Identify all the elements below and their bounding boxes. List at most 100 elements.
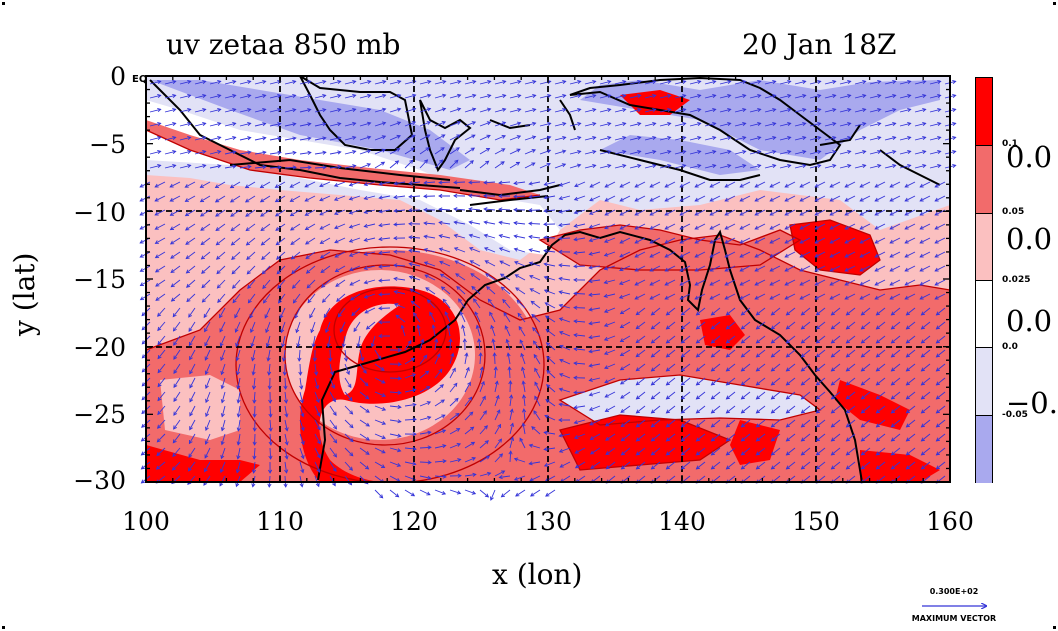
wind-vector: [794, 122, 806, 127]
wind-vector-head: [363, 196, 368, 201]
wind-vector: [621, 447, 631, 456]
wind-vector: [284, 461, 288, 473]
wind-vector: [434, 489, 446, 495]
wind-vector: [681, 377, 691, 386]
wind-vector-head: [216, 270, 221, 275]
wind-vector-head: [875, 409, 880, 414]
wind-vector: [424, 181, 436, 184]
wind-vector: [629, 150, 641, 155]
wind-vector-head: [363, 223, 368, 228]
wind-vector-head: [515, 161, 521, 166]
wind-vector: [304, 181, 316, 188]
wind-vector: [741, 447, 751, 456]
wind-vector: [741, 391, 751, 400]
wind-vector: [200, 209, 211, 217]
wind-vector-head: [507, 366, 512, 371]
wind-vector-head: [847, 80, 852, 85]
wind-vector: [569, 136, 581, 141]
wind-vector-head: [875, 423, 880, 428]
wind-vector: [164, 164, 176, 169]
wind-vector-head: [679, 211, 684, 216]
wind-vector: [434, 429, 446, 435]
wind-vector: [689, 122, 701, 127]
wind-vector: [696, 447, 706, 456]
wind-vector: [201, 265, 211, 274]
wind-vector-head: [517, 94, 522, 99]
wind-vector: [351, 307, 361, 316]
wind-vector-head: [454, 159, 459, 164]
wind-vector: [236, 349, 241, 361]
wind-vector: [170, 251, 181, 259]
wind-vector-head: [874, 211, 879, 216]
wind-vector: [884, 122, 896, 127]
wind-vector-head: [603, 293, 608, 298]
wind-vector: [666, 447, 676, 456]
wind-vector: [409, 236, 421, 239]
wind-vector: [283, 349, 286, 361]
wind-vector: [724, 265, 736, 272]
wind-vector: [462, 325, 466, 337]
wind-vector: [936, 447, 946, 456]
wind-vector: [709, 251, 721, 258]
wind-vector-head: [935, 353, 940, 358]
wind-vector: [726, 307, 736, 316]
wind-vector-head: [573, 347, 578, 352]
wind-vector-head: [516, 135, 522, 140]
colorbar-large-label: 0.0: [1006, 304, 1053, 338]
wind-vector: [809, 108, 821, 113]
wind-vector-head: [412, 432, 417, 437]
wind-vector-head: [875, 395, 880, 400]
wind-vector: [488, 298, 496, 309]
wind-vector: [224, 80, 236, 85]
wind-vector-head: [276, 270, 281, 275]
wind-vector-head: [534, 367, 538, 372]
wind-vector: [906, 461, 916, 470]
wind-vector: [724, 279, 736, 286]
wind-vector-head: [520, 352, 525, 358]
wind-vector-head: [769, 253, 774, 258]
wind-vector-head: [712, 122, 717, 127]
wind-vector: [919, 223, 931, 230]
wind-vector: [696, 461, 706, 470]
wind-vector-head: [251, 483, 256, 488]
wind-vector-head: [513, 247, 519, 252]
wind-vector: [449, 383, 458, 393]
wind-vector: [859, 237, 871, 244]
wind-vector: [801, 461, 811, 470]
wind-vector-head: [412, 417, 417, 422]
wind-vector: [344, 80, 356, 85]
wind-vector-head: [438, 234, 443, 239]
wind-vector: [269, 151, 281, 155]
wind-vector-head: [577, 80, 582, 85]
wind-vector: [629, 136, 641, 141]
wind-vector: [189, 419, 196, 430]
wind-vector: [629, 122, 641, 127]
wind-vector-head: [605, 451, 610, 456]
wind-vector: [389, 80, 401, 85]
wind-vector-head: [531, 426, 536, 431]
wind-vector: [353, 321, 361, 332]
wind-vector-head: [440, 399, 445, 404]
wind-vector-head: [832, 94, 837, 99]
wind-vector: [876, 419, 886, 428]
wind-vector: [614, 136, 626, 141]
wind-vector-head: [787, 80, 792, 85]
wind-vector: [884, 94, 896, 99]
wind-vector: [305, 195, 316, 202]
wind-vector-head: [184, 212, 190, 217]
wind-vector-head: [650, 451, 655, 456]
wind-vector-head: [247, 164, 252, 169]
wind-vector-head: [815, 353, 820, 358]
wind-vector-head: [409, 159, 414, 164]
wind-vector: [494, 135, 506, 141]
wind-vector: [651, 307, 661, 316]
wind-vector: [504, 325, 511, 337]
wind-vector: [651, 447, 661, 456]
wind-vector: [499, 475, 511, 478]
wind-vector: [269, 94, 281, 99]
wind-vector: [544, 276, 556, 281]
wind-vector-head: [319, 197, 324, 202]
wind-vector-head: [490, 496, 494, 501]
wind-vector-head: [667, 94, 672, 99]
wind-vector: [276, 237, 286, 246]
